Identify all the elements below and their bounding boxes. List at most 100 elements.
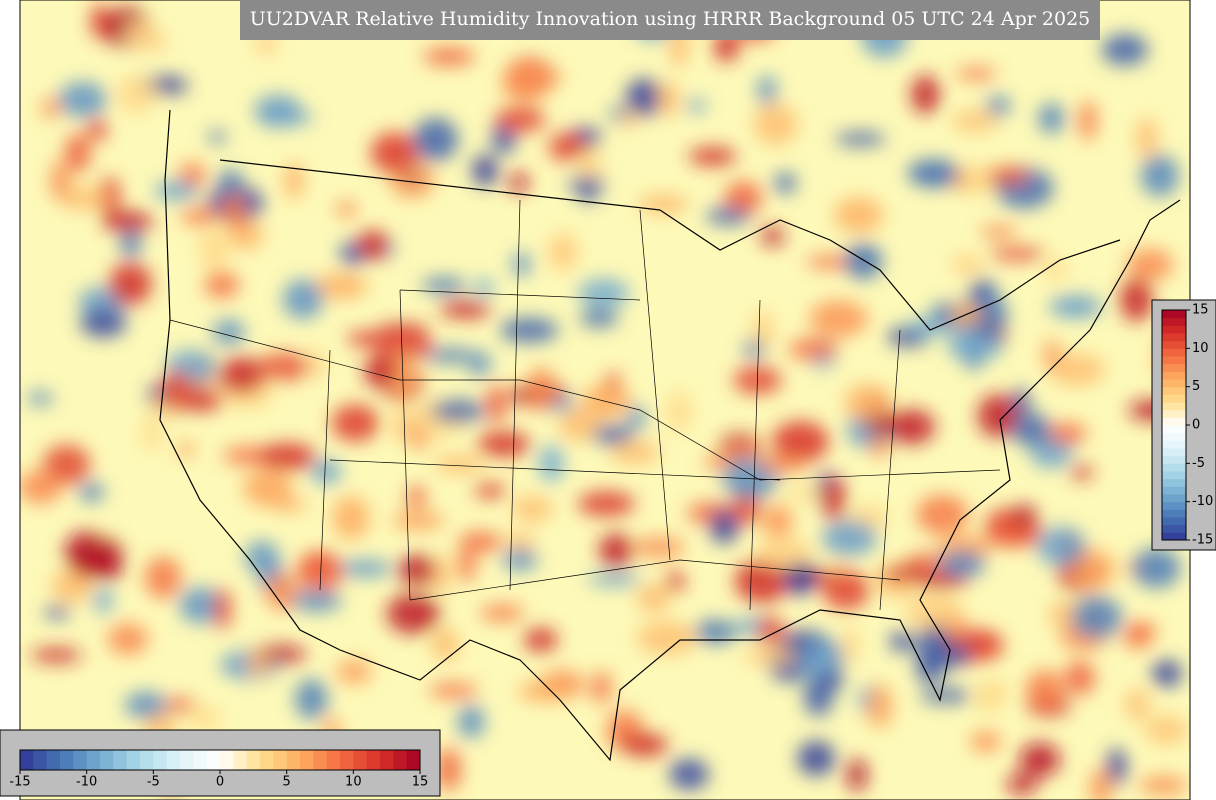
field-blob [80, 307, 127, 338]
field-blob [31, 648, 82, 663]
field-blob [1125, 689, 1150, 721]
field-blob [1089, 768, 1112, 800]
field-blob [153, 180, 199, 201]
field-blob [1025, 670, 1064, 710]
colorbar-tick-label: 0 [1192, 418, 1200, 433]
colorbar-step [140, 750, 154, 770]
colorbar-step [1162, 448, 1186, 457]
colorbar-step [20, 750, 34, 770]
field-blob [20, 470, 62, 504]
field-blob [1070, 465, 1093, 480]
field-blob [347, 331, 385, 347]
field-blob [598, 533, 633, 568]
field-blob [986, 166, 1031, 185]
field-blob [397, 554, 438, 586]
colorbar-step [326, 750, 341, 770]
field-blob [336, 201, 357, 218]
field-blob [1138, 776, 1188, 795]
field-blob [1101, 33, 1148, 66]
field-blob [480, 604, 524, 622]
field-blob [243, 469, 293, 507]
coastline [159, 109, 1181, 762]
field-blob [1048, 353, 1105, 386]
field-blob [187, 705, 223, 733]
colorbar-step [313, 750, 328, 770]
colorbar-step [1162, 509, 1186, 518]
field-blob [332, 495, 370, 540]
field-blob [1144, 715, 1189, 745]
field-blob [757, 75, 777, 106]
field-blob [1019, 742, 1060, 777]
field-blob [44, 605, 71, 619]
field-blob [246, 651, 270, 678]
field-blob [866, 684, 893, 729]
field-blob [883, 566, 932, 582]
field-blob [430, 400, 486, 423]
field-blob [938, 550, 986, 577]
field-blob [495, 106, 546, 133]
field-blob [980, 225, 1018, 238]
colorbar-tick-label: 0 [216, 775, 224, 790]
field-blob [989, 247, 1046, 261]
field-blob [1064, 300, 1082, 316]
field-blob [124, 691, 167, 719]
field-blob [621, 733, 668, 757]
field-blob [179, 587, 223, 624]
field-blob [386, 593, 440, 634]
field-blob [916, 625, 951, 665]
field-blob [1008, 412, 1052, 446]
field-blob [755, 538, 813, 568]
field-blob [356, 229, 390, 261]
field-blob [784, 559, 816, 596]
field-blob [505, 533, 536, 550]
field-blob [214, 588, 232, 631]
field-blob [545, 398, 576, 412]
field-blob [772, 421, 829, 463]
field-blob [116, 75, 157, 114]
field-blob [144, 556, 182, 599]
colorbar-step [166, 750, 181, 770]
field-blob [474, 482, 506, 499]
field-blob [666, 571, 685, 592]
title-box [240, 0, 1100, 40]
colorbar-step [1162, 532, 1186, 541]
field-blob [757, 455, 808, 473]
field-blob [706, 207, 751, 225]
field-blob [79, 482, 105, 502]
colorbar-step [406, 750, 421, 770]
field-blob [218, 357, 265, 394]
field-blob [951, 109, 999, 133]
colorbar-step [1162, 440, 1186, 449]
field-blob [936, 535, 995, 557]
field-blob [590, 671, 612, 704]
colorbar-step [1162, 417, 1186, 426]
field-blob [222, 193, 246, 229]
colorbar-step [1162, 363, 1186, 372]
field-blob [27, 391, 54, 406]
colorbar-step [46, 750, 61, 770]
field-blob [41, 97, 61, 119]
colorbar-step [1162, 386, 1186, 395]
field-blob [1006, 774, 1038, 795]
colorbar-step [380, 750, 394, 770]
field-blob [476, 431, 531, 457]
colorbar-step [1162, 432, 1186, 441]
field-blob [43, 444, 90, 485]
colorbar-tick-label: -5 [147, 775, 160, 790]
field-blob [1048, 422, 1087, 445]
field-blob [282, 279, 324, 320]
field-blob [370, 132, 419, 174]
field-blob [472, 154, 498, 187]
field-blob [907, 159, 960, 186]
field-blob [458, 531, 503, 553]
field-blob [512, 496, 553, 522]
map-title: UU2DVAR Relative Humidity Innovation usi… [250, 8, 1091, 30]
field-blob [51, 568, 93, 603]
colorbar-step [246, 750, 261, 770]
humidity-field [20, 2, 1189, 800]
field-blob [567, 176, 606, 192]
field-blob [743, 647, 798, 665]
field-blob [636, 621, 696, 655]
field-blob [806, 255, 855, 269]
field-blob [1136, 117, 1157, 159]
